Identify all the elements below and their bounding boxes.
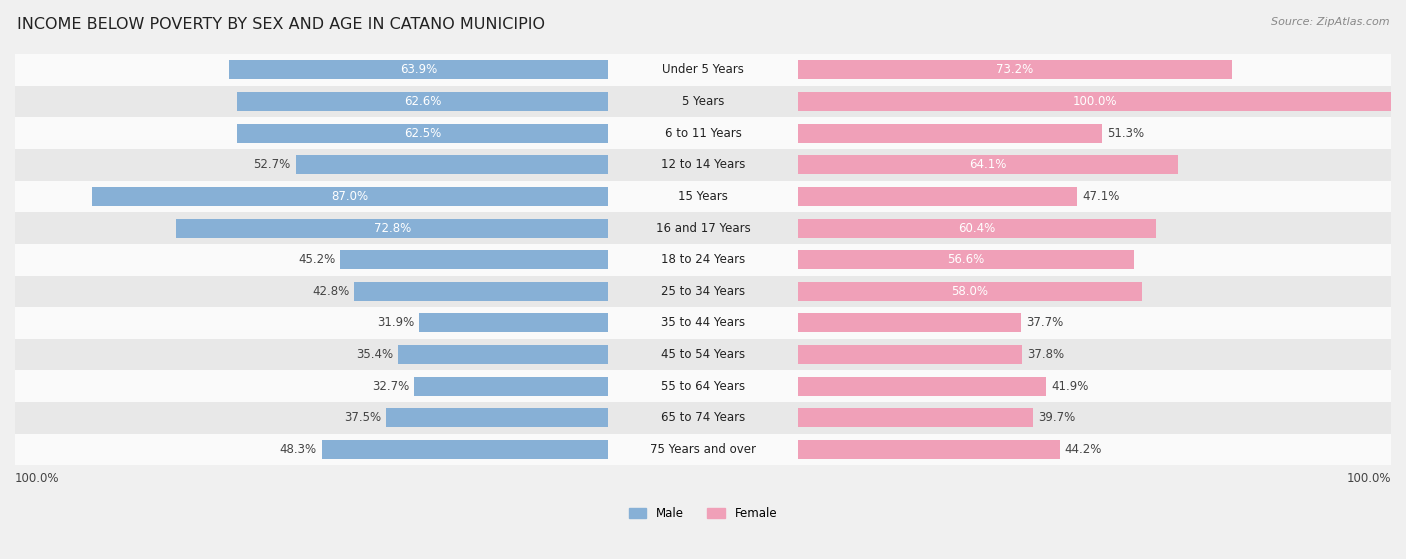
Bar <box>322 440 609 459</box>
Text: 32.7%: 32.7% <box>373 380 409 393</box>
Text: 62.5%: 62.5% <box>404 127 441 140</box>
Bar <box>15 276 1391 307</box>
Bar <box>93 187 609 206</box>
Bar <box>797 219 1156 238</box>
Bar <box>419 314 609 333</box>
Bar <box>797 440 1060 459</box>
Bar <box>797 155 1178 174</box>
Text: 45 to 54 Years: 45 to 54 Years <box>661 348 745 361</box>
Text: 48.3%: 48.3% <box>280 443 316 456</box>
Text: 39.7%: 39.7% <box>1038 411 1076 424</box>
Text: 5 Years: 5 Years <box>682 95 724 108</box>
Bar <box>398 345 609 364</box>
Text: 41.9%: 41.9% <box>1052 380 1088 393</box>
Text: 64.1%: 64.1% <box>969 158 1007 171</box>
Text: 44.2%: 44.2% <box>1064 443 1102 456</box>
Text: 100.0%: 100.0% <box>1073 95 1116 108</box>
Text: 63.9%: 63.9% <box>399 63 437 77</box>
Bar <box>797 187 1077 206</box>
Text: INCOME BELOW POVERTY BY SEX AND AGE IN CATANO MUNICIPIO: INCOME BELOW POVERTY BY SEX AND AGE IN C… <box>17 17 546 32</box>
Text: 15 Years: 15 Years <box>678 190 728 203</box>
Bar <box>15 371 1391 402</box>
Bar <box>15 117 1391 149</box>
Text: 75 Years and over: 75 Years and over <box>650 443 756 456</box>
Bar <box>15 149 1391 181</box>
Text: Source: ZipAtlas.com: Source: ZipAtlas.com <box>1271 17 1389 27</box>
Text: 52.7%: 52.7% <box>253 158 291 171</box>
Bar <box>797 282 1142 301</box>
Bar <box>385 408 609 427</box>
Bar <box>797 408 1033 427</box>
Bar <box>797 60 1232 79</box>
Bar <box>236 92 609 111</box>
Bar <box>176 219 609 238</box>
Bar <box>354 282 609 301</box>
Bar <box>15 86 1391 117</box>
Text: 72.8%: 72.8% <box>374 221 411 235</box>
Text: 100.0%: 100.0% <box>1347 472 1391 485</box>
Bar <box>340 250 609 269</box>
Text: 47.1%: 47.1% <box>1083 190 1119 203</box>
Text: 25 to 34 Years: 25 to 34 Years <box>661 285 745 298</box>
Text: 45.2%: 45.2% <box>298 253 335 266</box>
Text: 35 to 44 Years: 35 to 44 Years <box>661 316 745 329</box>
Text: 35.4%: 35.4% <box>356 348 394 361</box>
Bar <box>415 377 609 396</box>
Text: 37.5%: 37.5% <box>344 411 381 424</box>
Text: 58.0%: 58.0% <box>952 285 988 298</box>
Text: 12 to 14 Years: 12 to 14 Years <box>661 158 745 171</box>
Text: 55 to 64 Years: 55 to 64 Years <box>661 380 745 393</box>
Bar <box>797 124 1102 143</box>
Bar <box>15 434 1391 465</box>
Bar <box>797 250 1133 269</box>
Text: 51.3%: 51.3% <box>1107 127 1144 140</box>
Text: 16 and 17 Years: 16 and 17 Years <box>655 221 751 235</box>
Text: Under 5 Years: Under 5 Years <box>662 63 744 77</box>
Bar <box>15 307 1391 339</box>
Text: 56.6%: 56.6% <box>948 253 984 266</box>
Text: 31.9%: 31.9% <box>377 316 415 329</box>
Bar <box>797 377 1046 396</box>
Text: 37.7%: 37.7% <box>1026 316 1063 329</box>
Text: 60.4%: 60.4% <box>959 221 995 235</box>
Bar <box>295 155 609 174</box>
Text: 37.8%: 37.8% <box>1026 348 1064 361</box>
Bar <box>797 345 1022 364</box>
Text: 65 to 74 Years: 65 to 74 Years <box>661 411 745 424</box>
Text: 73.2%: 73.2% <box>997 63 1033 77</box>
Legend: Male, Female: Male, Female <box>628 507 778 520</box>
Bar <box>15 244 1391 276</box>
Bar <box>797 92 1391 111</box>
Text: 42.8%: 42.8% <box>312 285 350 298</box>
Bar <box>15 339 1391 371</box>
Bar <box>15 402 1391 434</box>
Text: 62.6%: 62.6% <box>404 95 441 108</box>
Bar <box>229 60 609 79</box>
Text: 100.0%: 100.0% <box>15 472 59 485</box>
Bar <box>797 314 1022 333</box>
Text: 87.0%: 87.0% <box>332 190 368 203</box>
Bar <box>238 124 609 143</box>
Bar <box>15 54 1391 86</box>
Text: 6 to 11 Years: 6 to 11 Years <box>665 127 741 140</box>
Text: 18 to 24 Years: 18 to 24 Years <box>661 253 745 266</box>
Bar <box>15 181 1391 212</box>
Bar <box>15 212 1391 244</box>
